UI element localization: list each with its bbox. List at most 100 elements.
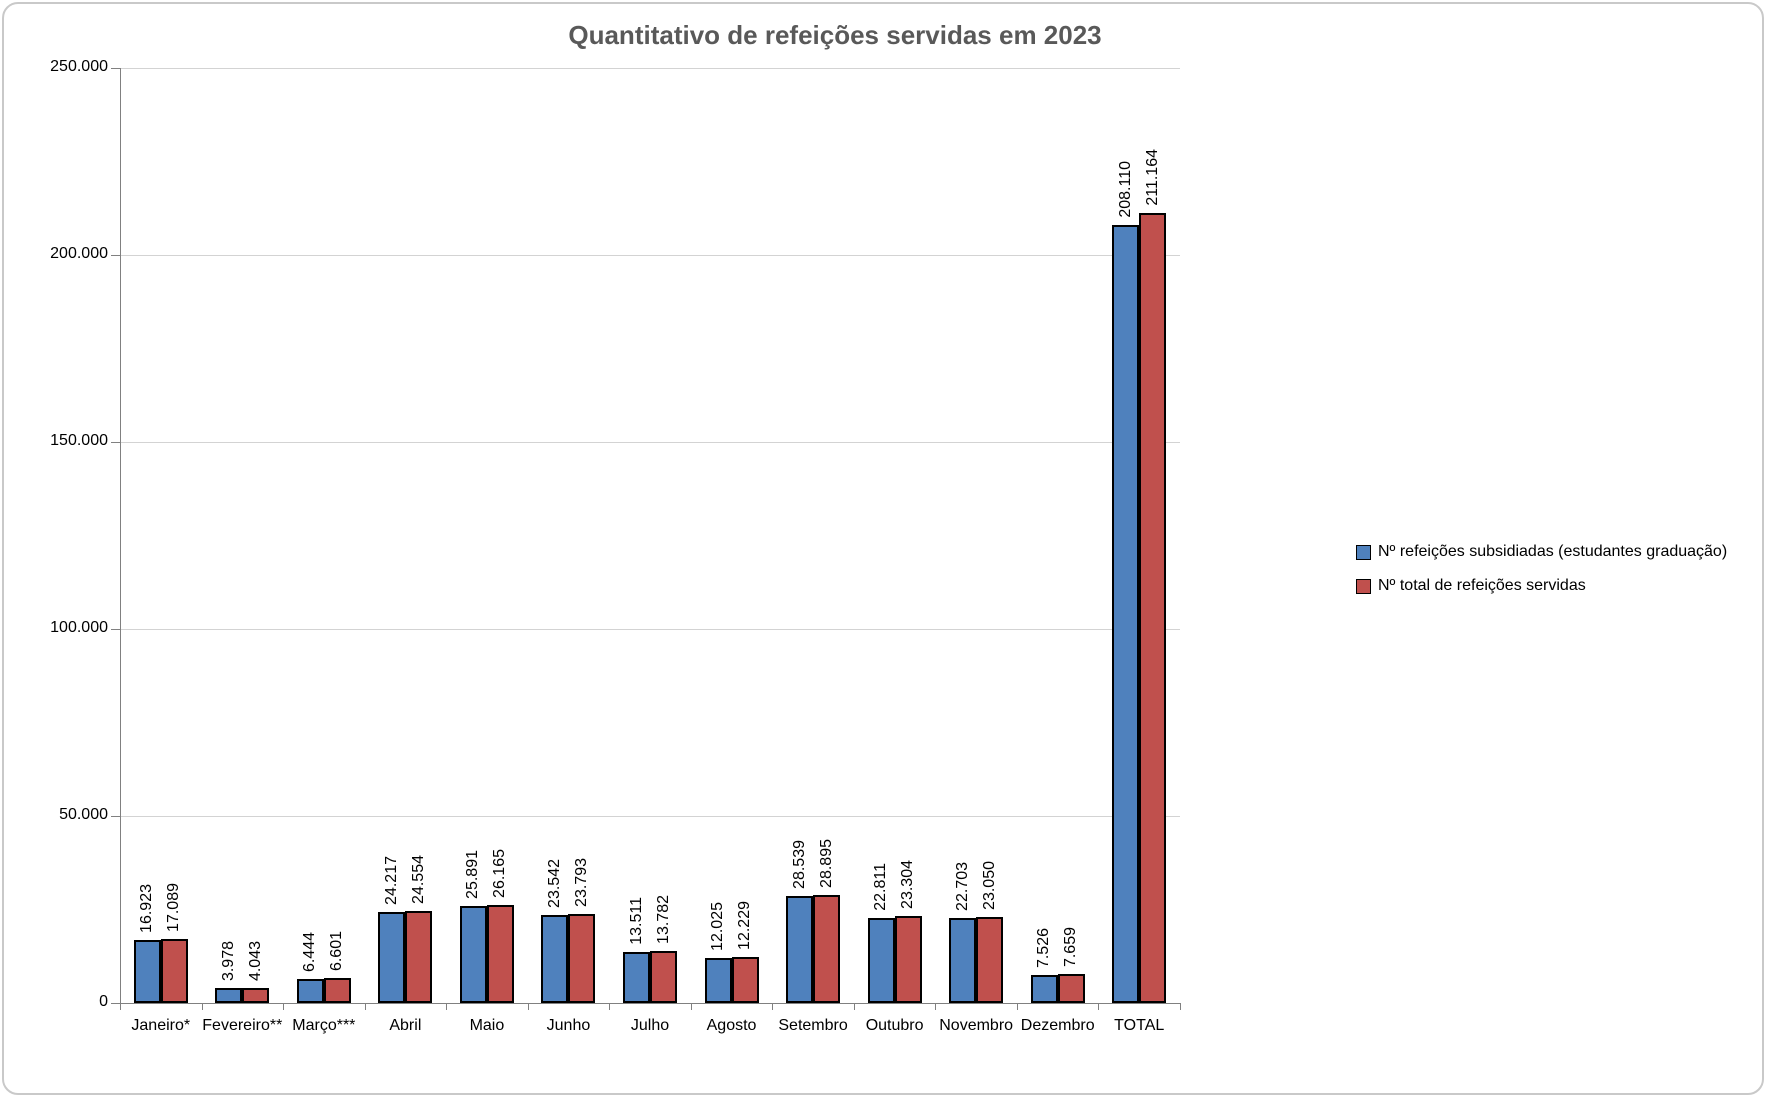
bar-value-label: 16.923: [138, 884, 156, 933]
x-axis-category-label: Fevereiro**: [202, 1017, 283, 1034]
x-axis-category-label: Setembro: [778, 1017, 848, 1034]
x-axis-category-label: Julho: [630, 1017, 670, 1034]
bar-total-4: [486, 905, 514, 1003]
x-axis-category-label: Março***: [292, 1017, 356, 1034]
bar-subsidiadas-7: [704, 958, 732, 1003]
y-gridline: [120, 442, 1180, 443]
bar-value-label: 23.542: [545, 859, 563, 908]
bar-subsidiadas-4: [459, 906, 487, 1003]
x-axis-tick: [772, 1004, 774, 1010]
bar-value-label: 211.164: [1143, 149, 1161, 206]
x-axis-tick: [120, 1004, 121, 1010]
x-axis-tick: [1016, 1004, 1018, 1010]
y-axis-tick-label: 150.000: [50, 432, 108, 449]
bar-subsidiadas-8: [786, 896, 814, 1003]
y-axis-tick-label: 50.000: [59, 806, 108, 823]
bar-value-label: 12.025: [709, 902, 727, 951]
x-axis-category-label: Novembro: [939, 1017, 1014, 1034]
y-axis-tick: [111, 1003, 120, 1004]
y-axis-tick-label: 200.000: [50, 245, 108, 262]
bar-subsidiadas-10: [949, 918, 977, 1003]
x-axis-category-label: Outubro: [865, 1017, 924, 1034]
x-axis-category-label: Maio: [469, 1017, 505, 1034]
y-gridline: [120, 255, 1180, 256]
bar-value-label: 23.793: [572, 858, 590, 907]
y-axis-tick: [111, 816, 120, 817]
bar-subsidiadas-5: [541, 915, 569, 1003]
bar-value-label: 6.444: [301, 931, 319, 972]
y-axis-tick: [111, 68, 120, 69]
y-axis-tick-label: 0: [99, 993, 108, 1010]
x-axis-category-label: Dezembro: [1020, 1017, 1095, 1034]
y-axis-tick: [111, 442, 120, 443]
x-axis-tick: [690, 1004, 692, 1010]
bar-value-label: 23.304: [899, 860, 917, 909]
bar-value-label: 24.217: [382, 856, 400, 905]
bar-subsidiadas-0: [133, 940, 161, 1003]
y-axis-line: [120, 68, 121, 1003]
bar-total-8: [813, 895, 841, 1003]
bar-total-9: [894, 916, 922, 1003]
bar-value-label: 7.659: [1062, 926, 1080, 967]
bar-value-label: 4.043: [246, 940, 264, 981]
bar-value-label: 25.891: [464, 850, 482, 899]
bar-total-7: [731, 957, 759, 1003]
x-axis-tick: [283, 1004, 285, 1010]
bar-value-label: 13.782: [654, 895, 672, 944]
bar-value-label: 208.110: [1116, 161, 1134, 218]
legend: Nº refeições subsidiadas (estudantes gra…: [1356, 543, 1727, 595]
bar-value-label: 3.978: [219, 940, 237, 981]
y-gridline: [120, 816, 1180, 817]
x-axis-tick: [1180, 1004, 1181, 1010]
bar-total-1: [242, 988, 270, 1003]
x-axis-category-label: Agosto: [706, 1017, 757, 1034]
bar-value-label: 22.703: [953, 862, 971, 911]
legend-item-total: Nº total de refeições servidas: [1356, 577, 1727, 595]
x-axis-category-label: TOTAL: [1114, 1017, 1165, 1034]
x-axis-tick: [609, 1004, 611, 1010]
bar-value-label: 28.895: [817, 839, 835, 888]
x-axis-tick: [1098, 1004, 1100, 1010]
bar-subsidiadas-6: [623, 952, 650, 1003]
legend-label-total: Nº total de refeições servidas: [1378, 577, 1586, 594]
x-axis-tick: [446, 1004, 448, 1010]
y-axis-tick-label: 100.000: [50, 619, 108, 636]
legend-item-subsidiadas: Nº refeições subsidiadas (estudantes gra…: [1356, 543, 1727, 561]
x-axis-tick: [527, 1004, 529, 1010]
bar-value-label: 6.601: [328, 930, 346, 971]
legend-label-subsidiadas: Nº refeições subsidiadas (estudantes gra…: [1378, 543, 1728, 560]
legend-swatch-blue-icon: [1356, 544, 1371, 560]
bar-total-2: [323, 978, 351, 1003]
bar-subsidiadas-1: [215, 988, 243, 1003]
x-axis-category-label: Abril: [389, 1017, 422, 1034]
bar-total-11: [1057, 974, 1085, 1003]
legend-swatch-red-icon: [1356, 578, 1371, 594]
x-axis-category-label: Janeiro*: [131, 1017, 191, 1034]
bar-total-10: [976, 917, 1004, 1003]
bar-total-3: [405, 911, 433, 1003]
x-axis-line: [120, 1003, 1181, 1004]
bar-total-5: [568, 914, 596, 1003]
bar-value-label: 28.539: [790, 840, 808, 889]
chart-title: Quantitativo de refeições servidas em 20…: [568, 20, 1102, 50]
y-axis-tick: [111, 255, 120, 256]
bar-subsidiadas-12: [1112, 225, 1140, 1003]
bar-value-label: 17.089: [165, 883, 183, 932]
y-gridline: [120, 68, 1180, 69]
bar-subsidiadas-2: [296, 979, 324, 1003]
y-gridline: [120, 629, 1180, 630]
x-axis-category-label: Junho: [546, 1017, 591, 1034]
bar-value-label: 22.811: [872, 863, 890, 911]
bar-subsidiadas-9: [867, 918, 895, 1003]
y-axis-tick: [111, 629, 120, 630]
x-axis-tick: [201, 1004, 203, 1010]
bar-value-label: 13.511: [627, 897, 645, 945]
bar-value-label: 24.554: [409, 855, 427, 904]
x-axis-tick: [853, 1004, 855, 1010]
x-axis-tick: [935, 1004, 937, 1010]
bar-total-0: [160, 939, 188, 1003]
x-axis-tick: [364, 1004, 366, 1010]
bar-total-12: [1139, 213, 1167, 1003]
